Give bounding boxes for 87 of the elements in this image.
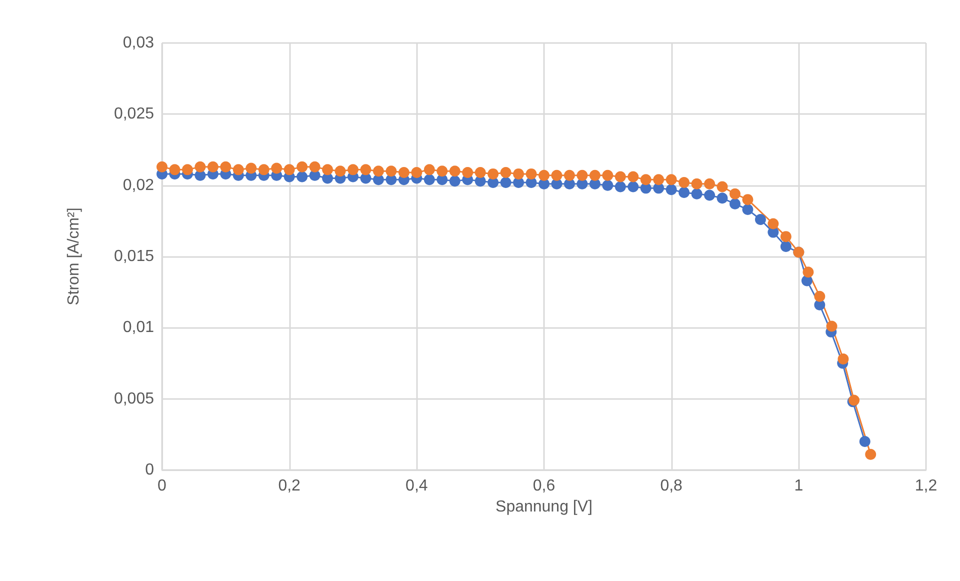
point — [156, 161, 168, 172]
point — [207, 161, 218, 172]
point — [372, 166, 384, 177]
point — [640, 174, 652, 186]
point — [838, 353, 849, 364]
point — [424, 174, 435, 186]
y-tick-label: 0 — [145, 462, 154, 478]
point — [678, 186, 690, 198]
point — [462, 167, 474, 178]
point — [780, 231, 792, 242]
y-tick-label: 0,025 — [114, 106, 154, 123]
point — [602, 180, 614, 191]
point — [488, 168, 499, 180]
point — [246, 162, 257, 174]
x-tick-label: 1,2 — [914, 478, 938, 494]
point — [691, 188, 702, 200]
y-tick-label: 0,03 — [122, 34, 154, 52]
point — [538, 170, 550, 181]
point — [653, 174, 664, 186]
point — [614, 181, 626, 192]
point — [258, 164, 270, 176]
point — [398, 167, 410, 178]
point — [742, 194, 754, 206]
point — [826, 320, 838, 332]
point — [271, 162, 282, 174]
point — [716, 192, 728, 204]
point — [802, 266, 814, 278]
y-tick-label: 0,01 — [122, 319, 154, 336]
x-axis-title: Spannung [V] — [496, 498, 592, 516]
point — [814, 290, 826, 302]
point — [628, 181, 639, 192]
point — [614, 171, 626, 182]
y-axis-title: Strom [A/cm²] — [66, 208, 82, 306]
point — [730, 188, 740, 200]
point — [411, 167, 422, 178]
point — [449, 166, 460, 177]
point — [865, 448, 876, 460]
y-tick-label: 0,005 — [114, 390, 154, 408]
point — [284, 164, 295, 176]
point — [182, 164, 193, 176]
point — [589, 170, 600, 181]
point — [296, 161, 308, 172]
point — [780, 241, 792, 252]
y-tick-label: 0,015 — [114, 248, 154, 265]
point — [691, 178, 702, 190]
point — [169, 164, 180, 176]
point — [666, 174, 677, 186]
point — [309, 161, 320, 172]
point — [716, 181, 728, 192]
point — [296, 171, 308, 182]
point — [742, 204, 754, 216]
x-tick-label: 0,4 — [406, 478, 428, 494]
point — [500, 176, 512, 188]
point — [322, 164, 334, 176]
point — [474, 167, 486, 178]
point — [859, 436, 870, 448]
point — [628, 171, 639, 182]
point — [754, 214, 766, 225]
point — [436, 166, 448, 177]
x-tick-label: 1 — [794, 478, 804, 494]
point — [500, 167, 512, 178]
point — [602, 170, 614, 181]
point — [576, 170, 588, 181]
point — [194, 161, 206, 172]
point — [232, 164, 244, 176]
point — [424, 164, 435, 176]
point — [666, 184, 677, 196]
point — [449, 176, 460, 187]
point — [513, 168, 524, 180]
y-tick-label: 0,02 — [122, 176, 154, 194]
x-tick-label: 0,6 — [532, 478, 556, 494]
x-tick-label: 0,8 — [660, 478, 683, 494]
x-tick-label: 0,2 — [278, 478, 301, 494]
point — [564, 170, 575, 181]
point — [768, 218, 779, 230]
point — [551, 170, 562, 181]
x-tick-label: 0 — [158, 478, 167, 494]
point — [334, 166, 346, 177]
point — [730, 198, 740, 210]
point — [526, 168, 537, 180]
point — [386, 166, 397, 177]
point — [348, 164, 358, 176]
point — [678, 176, 690, 188]
point — [360, 164, 372, 176]
point — [220, 161, 232, 172]
point — [704, 178, 716, 190]
point — [704, 190, 716, 201]
